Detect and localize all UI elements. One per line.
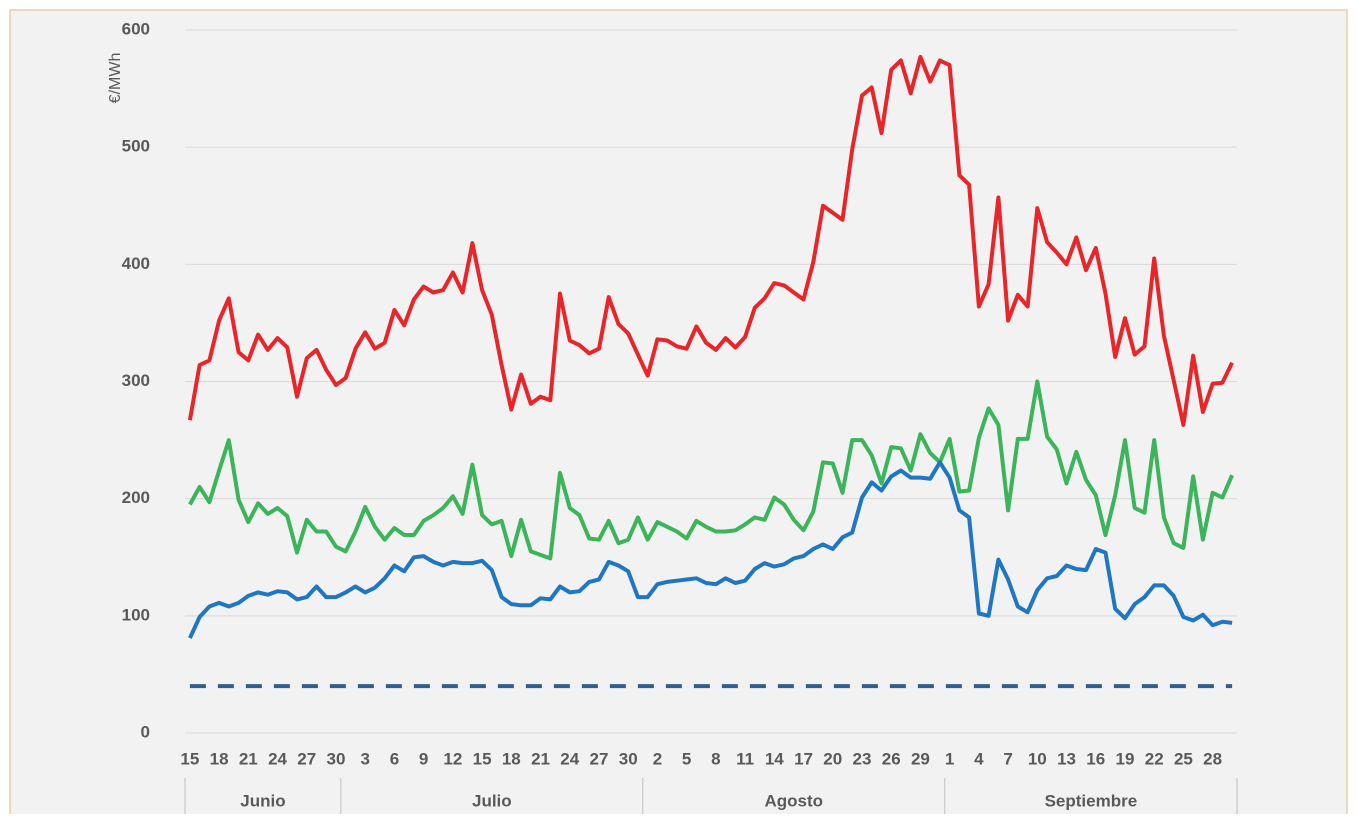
x-tick-label: 7 bbox=[1003, 749, 1012, 768]
x-tick-label: 30 bbox=[327, 749, 346, 768]
data-line bbox=[188, 379, 1234, 561]
month-label: Septiembre bbox=[1045, 791, 1138, 810]
y-tick-label: 500 bbox=[122, 137, 150, 156]
month-label: Agosto bbox=[765, 791, 824, 810]
x-tick-label: 27 bbox=[590, 749, 609, 768]
x-tick-label: 13 bbox=[1057, 749, 1076, 768]
x-tick-label: 14 bbox=[765, 749, 784, 768]
x-tick-label: 9 bbox=[419, 749, 428, 768]
y-axis-label: €/MWh bbox=[107, 53, 124, 104]
x-tick-label: 16 bbox=[1086, 749, 1105, 768]
x-tick-label: 28 bbox=[1203, 749, 1222, 768]
x-tick-label: 21 bbox=[531, 749, 550, 768]
data-line bbox=[188, 460, 1233, 639]
x-tick-label: 19 bbox=[1116, 749, 1135, 768]
y-tick-label: 0 bbox=[141, 722, 150, 741]
x-tick-label: 5 bbox=[682, 749, 691, 768]
x-tick-label: 1 bbox=[945, 749, 954, 768]
x-tick-label: 8 bbox=[711, 749, 720, 768]
x-tick-label: 27 bbox=[297, 749, 316, 768]
x-tick-label: 22 bbox=[1145, 749, 1164, 768]
data-line bbox=[187, 54, 1234, 427]
x-tick-label: 17 bbox=[794, 749, 813, 768]
x-tick-label: 10 bbox=[1028, 749, 1047, 768]
x-tick-label: 4 bbox=[974, 749, 984, 768]
y-tick-label: 200 bbox=[122, 488, 150, 507]
x-tick-label: 24 bbox=[560, 749, 579, 768]
x-tick-label: 29 bbox=[911, 749, 930, 768]
x-tick-label: 20 bbox=[823, 749, 842, 768]
x-tick-label: 26 bbox=[882, 749, 901, 768]
x-tick-label: 3 bbox=[360, 749, 369, 768]
y-tick-label: 100 bbox=[122, 605, 150, 624]
y-tick-label: 600 bbox=[122, 19, 150, 38]
x-tick-label: 24 bbox=[268, 749, 287, 768]
x-tick-label: 21 bbox=[239, 749, 258, 768]
x-tick-label: 15 bbox=[473, 749, 492, 768]
x-tick-label: 15 bbox=[180, 749, 199, 768]
x-tick-label: 18 bbox=[210, 749, 229, 768]
x-tick-label: 30 bbox=[619, 749, 638, 768]
y-tick-label: 300 bbox=[122, 371, 150, 390]
x-tick-label: 12 bbox=[443, 749, 462, 768]
x-tick-label: 18 bbox=[502, 749, 521, 768]
x-tick-label: 2 bbox=[653, 749, 662, 768]
chart-frame bbox=[9, 9, 1348, 819]
x-tick-label: 23 bbox=[853, 749, 872, 768]
month-label: Junio bbox=[240, 791, 285, 810]
month-label: Julio bbox=[472, 791, 512, 810]
y-tick-label: 400 bbox=[122, 254, 150, 273]
x-tick-label: 11 bbox=[736, 749, 754, 768]
x-tick-label: 25 bbox=[1174, 749, 1193, 768]
x-tick-label: 6 bbox=[390, 749, 399, 768]
